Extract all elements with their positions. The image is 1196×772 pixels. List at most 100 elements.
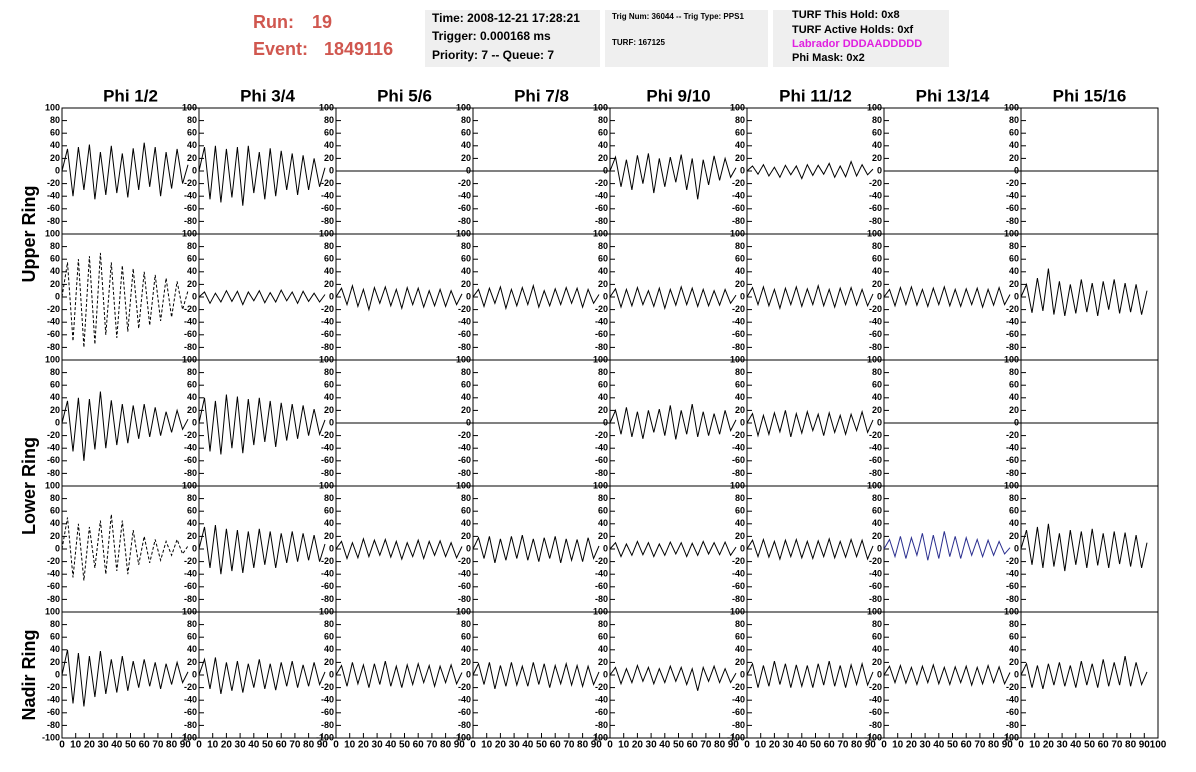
x-tick-label: 20	[495, 740, 507, 751]
y-tick-label: 0	[55, 417, 60, 427]
y-tick-label: 100	[730, 228, 745, 238]
y-tick-label: -60	[1006, 581, 1019, 591]
x-tick-label: 30	[646, 740, 658, 751]
y-tick-label: 100	[45, 606, 60, 616]
waveform	[198, 394, 326, 455]
x-tick-label: 50	[810, 740, 822, 751]
y-tick-label: -80	[321, 594, 334, 604]
y-tick-label: -40	[458, 695, 471, 705]
y-tick-label: 40	[1009, 266, 1019, 276]
y-tick-label: -60	[458, 707, 471, 717]
y-tick-label: 40	[872, 518, 882, 528]
y-tick-label: -20	[595, 178, 608, 188]
x-tick-label: 40	[111, 740, 123, 751]
y-tick-label: 20	[50, 405, 60, 415]
y-tick-label: 60	[872, 128, 882, 138]
info: Labrador DDDAADDDDD	[792, 38, 922, 50]
x-tick-label: 70	[152, 740, 164, 751]
x-tick-label: 30	[235, 740, 247, 751]
y-tick-label: 20	[50, 657, 60, 667]
y-tick-label: 20	[461, 279, 471, 289]
y-tick-label: -100	[316, 732, 334, 742]
y-tick-label: 80	[1009, 619, 1019, 629]
y-tick-label: 20	[1009, 405, 1019, 415]
event-label: Event:	[253, 39, 308, 59]
y-tick-label: 80	[872, 115, 882, 125]
x-tick-label: 60	[139, 740, 151, 751]
y-tick-label: 0	[55, 669, 60, 679]
y-tick-label: -60	[1006, 203, 1019, 213]
y-tick-label: 20	[598, 279, 608, 289]
waveform	[198, 145, 326, 206]
y-tick-label: 0	[1014, 291, 1019, 301]
waveform	[609, 153, 737, 200]
y-tick-label: 60	[735, 506, 745, 516]
y-tick-label: 40	[598, 266, 608, 276]
y-tick-label: 100	[1004, 354, 1019, 364]
y-tick-label: 100	[730, 480, 745, 490]
y-tick-label: -60	[47, 203, 60, 213]
waveform	[198, 288, 326, 306]
y-tick-label: -20	[1006, 430, 1019, 440]
y-tick-label: 40	[50, 518, 60, 528]
x-tick-label: 50	[399, 740, 411, 751]
y-tick-label: -20	[184, 178, 197, 188]
y-tick-label: -60	[595, 455, 608, 465]
y-tick-label: 40	[50, 392, 60, 402]
x-tick-label: 50	[1084, 740, 1096, 751]
info: Priority: 7 -- Queue: 7	[432, 48, 554, 62]
y-tick-label: -100	[453, 732, 471, 742]
y-tick-label: 20	[324, 279, 334, 289]
y-tick-label: 60	[735, 380, 745, 390]
y-tick-label: 100	[1004, 102, 1019, 112]
x-tick-label: 60	[1098, 740, 1110, 751]
y-tick-label: 20	[872, 657, 882, 667]
y-tick-label: 0	[740, 291, 745, 301]
y-tick-label: 40	[1009, 392, 1019, 402]
y-tick-label: -80	[1006, 594, 1019, 604]
y-tick-label: 20	[461, 531, 471, 541]
x-tick-label: 30	[920, 740, 932, 751]
y-tick-label: 100	[456, 606, 471, 616]
y-tick-label: -40	[321, 191, 334, 201]
x-tick-label: 30	[783, 740, 795, 751]
x-tick-label: 80	[988, 740, 1000, 751]
y-tick-label: -20	[184, 682, 197, 692]
x-tick-label: 90	[454, 740, 466, 751]
y-tick-label: 80	[1009, 493, 1019, 503]
y-tick-label: -80	[732, 594, 745, 604]
y-tick-label: -20	[184, 556, 197, 566]
y-tick-label: -40	[458, 191, 471, 201]
x-tick-label: 80	[577, 740, 589, 751]
x-tick-label: 10	[207, 740, 219, 751]
y-tick-label: 100	[867, 606, 882, 616]
y-tick-label: -40	[1006, 569, 1019, 579]
x-tick-label: 0	[196, 740, 202, 751]
y-tick-label: -80	[184, 594, 197, 604]
y-tick-label: -100	[864, 732, 882, 742]
y-tick-label: 0	[603, 669, 608, 679]
y-tick-label: 100	[867, 228, 882, 238]
y-tick-label: 0	[603, 543, 608, 553]
y-tick-label: 0	[329, 417, 334, 427]
y-tick-label: -40	[732, 317, 745, 327]
y-tick-label: 0	[192, 165, 197, 175]
info: TURF This Hold: 0x8	[792, 9, 900, 21]
y-tick-label: 20	[187, 531, 197, 541]
x-tick-label: 10	[618, 740, 630, 751]
y-tick-label: 80	[872, 241, 882, 251]
y-tick-label: 60	[598, 380, 608, 390]
y-tick-label: 20	[461, 657, 471, 667]
y-tick-label: -40	[47, 191, 60, 201]
y-tick-label: -80	[47, 720, 60, 730]
y-tick-label: 80	[461, 115, 471, 125]
y-tick-label: 100	[867, 480, 882, 490]
y-tick-label: -40	[1006, 317, 1019, 327]
y-tick-label: 60	[50, 380, 60, 390]
y-tick-label: 0	[192, 417, 197, 427]
waveform	[472, 534, 600, 564]
y-tick-label: 0	[466, 417, 471, 427]
y-tick-label: -60	[458, 329, 471, 339]
ring-label: Lower Ring	[19, 437, 39, 535]
y-tick-label: 40	[598, 140, 608, 150]
